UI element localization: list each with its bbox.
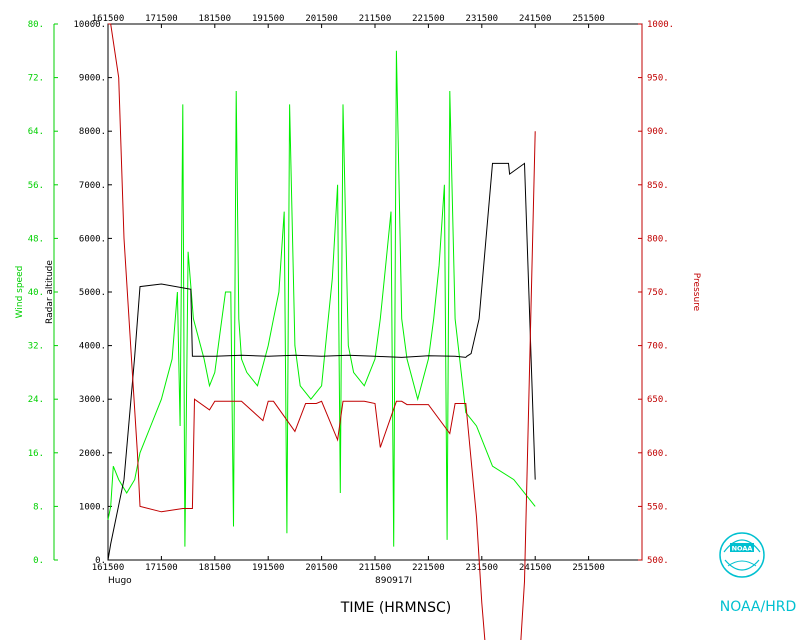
svg-text:NOAA: NOAA: [732, 545, 753, 553]
noaa-hrd-label: NOAA/HRD: [720, 599, 797, 615]
noaa-emblem: NOAA: [719, 532, 765, 578]
x-tick-label-bottom: 171500: [145, 563, 178, 573]
altitude-tick-label: 8000.: [79, 127, 106, 137]
ticks-layer: 161500 161500 171500 171500 181500 181500 1915…: [28, 14, 674, 573]
pressure-tick-label: 700.: [647, 342, 669, 352]
altitude-tick-label: 10000.: [73, 20, 106, 30]
wind-tick-label: 72.: [28, 74, 44, 84]
pressure-tick-label: 850.: [647, 181, 669, 191]
altitude-tick-label: 5000.: [79, 288, 106, 298]
altitude-axis-title: Radar altitude: [45, 260, 55, 324]
x-tick-label-top: 211500: [359, 14, 392, 24]
radar-altitude-line: [107, 162, 536, 561]
x-tick-label-bottom: 191500: [252, 563, 285, 573]
altitude-tick-label: 1000.: [79, 502, 106, 512]
pressure-tick-label: 1000.: [647, 20, 674, 30]
x-tick-label-top: 161500: [92, 14, 125, 24]
storm-name: Hugo: [108, 576, 132, 586]
x-tick-label-bottom: 201500: [305, 563, 338, 573]
x-tick-label-top: 191500: [252, 14, 285, 24]
pressure-tick-label: 600.: [647, 449, 669, 459]
x-tick-label-top: 221500: [412, 14, 445, 24]
wind-axis-title: Wind speed: [15, 266, 25, 319]
pressure-axis-title: Pressure: [691, 273, 701, 312]
flight-id: 890917I: [375, 576, 412, 586]
x-tick-label-bottom: 221500: [412, 563, 445, 573]
pressure-tick-label: 550.: [647, 502, 669, 512]
wind-tick-label: 8.: [33, 502, 44, 512]
x-tick-label-bottom: 161500: [92, 563, 125, 573]
pressure-tick-label: 750.: [647, 288, 669, 298]
altitude-tick-label: 7000.: [79, 181, 106, 191]
x-tick-label-top: 181500: [199, 14, 232, 24]
altitude-tick-label: 3000.: [79, 395, 106, 405]
pressure-tick-label: 500.: [647, 556, 669, 566]
wind-tick-label: 56.: [28, 181, 44, 191]
x-tick-label-bottom: 181500: [199, 563, 232, 573]
wind-tick-label: 80.: [28, 20, 44, 30]
wind-tick-label: 16.: [28, 449, 44, 459]
left-axis-lines: [53, 24, 643, 560]
pressure-tick-label: 650.: [647, 395, 669, 405]
x-tick-label-top: 201500: [305, 14, 338, 24]
wind-tick-label: 64.: [28, 127, 44, 137]
pressure-tick-label: 950.: [647, 74, 669, 84]
altitude-tick-label: 2000.: [79, 449, 106, 459]
wind-tick-label: 48.: [28, 234, 44, 244]
altitude-tick-label: 0.: [95, 556, 106, 566]
x-axis-title: TIME (HRMNSC): [340, 600, 451, 616]
x-tick-label-top: 171500: [145, 14, 178, 24]
pressure-line: [108, 23, 536, 640]
x-tick-label-bottom: 211500: [359, 563, 392, 573]
wind-tick-label: 0.: [33, 556, 44, 566]
wind-speed-line: [107, 50, 536, 547]
altitude-tick-label: 9000.: [79, 74, 106, 84]
wind-tick-label: 32.: [28, 342, 44, 352]
x-tick-label-top: 231500: [466, 14, 499, 24]
altitude-tick-label: 4000.: [79, 342, 106, 352]
pressure-tick-label: 900.: [647, 127, 669, 137]
x-tick-label-top: 251500: [572, 14, 605, 24]
altitude-tick-label: 6000.: [79, 234, 106, 244]
x-tick-label-top: 241500: [519, 14, 552, 24]
wind-tick-label: 24.: [28, 395, 44, 405]
series-layer: [107, 23, 536, 640]
wind-tick-label: 40.: [28, 288, 44, 298]
x-tick-label-bottom: 251500: [572, 563, 605, 573]
x-tick-label-bottom: 231500: [466, 563, 499, 573]
x-tick-label-bottom: 241500: [519, 563, 552, 573]
pressure-tick-label: 800.: [647, 234, 669, 244]
